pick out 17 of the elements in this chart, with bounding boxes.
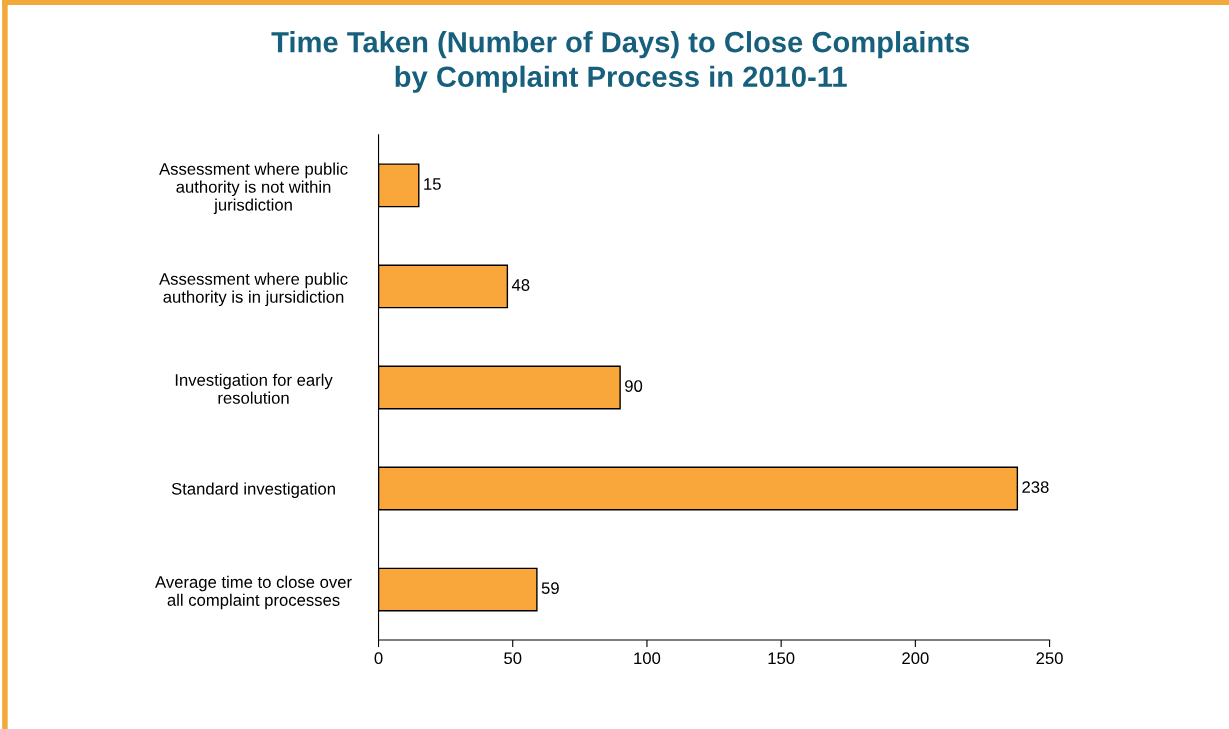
y-tick-label: Average time to close over all complaint processes [155,575,352,610]
x-tick-label: 250 [1036,652,1063,665]
data-label: 238 [1022,481,1049,493]
data-label: 90 [625,380,643,392]
data-label: 59 [541,582,559,595]
y-tick-label: Standard investigation [171,482,335,498]
data-label: 15 [424,178,441,190]
chart-title: Time Taken (Number of Days) to Close Complaints by Complaint Process in 2010-11 [271,31,970,93]
y-tick-label: Investigation for early resolution [175,373,333,404]
x-tick-label: 150 [768,652,795,665]
x-tick-label: 200 [902,652,929,665]
x-tick-label: 50 [504,652,522,665]
x-tick-label: 100 [634,652,661,665]
x-tick-label: 0 [374,652,383,665]
y-tick-label: Assessment where public authority is not within jurisdiction [159,162,348,215]
y-tick-label: Assessment where public authority is in jursidiction [159,272,348,307]
data-label: 48 [511,279,530,291]
